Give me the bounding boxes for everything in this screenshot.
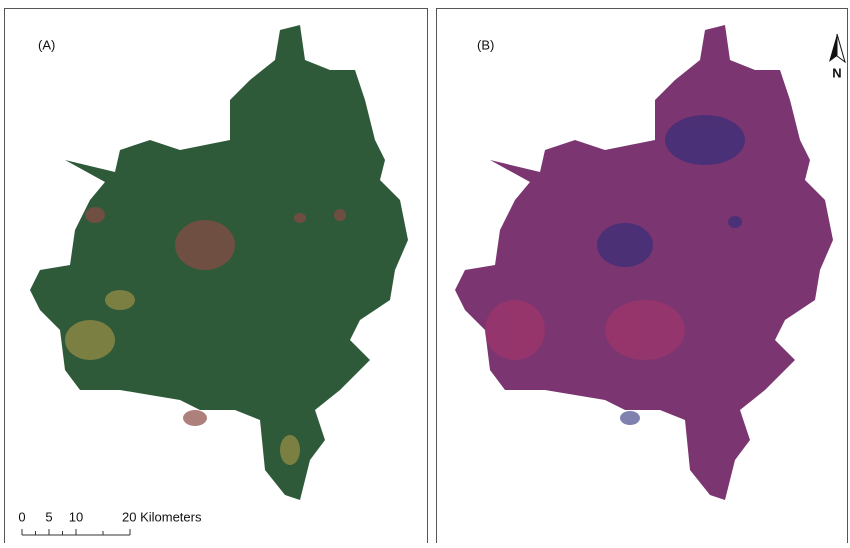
panel-label: (B) bbox=[477, 37, 494, 52]
north-label: N bbox=[832, 65, 841, 80]
figure: (A) (B) N 0 5 10 20 Kilometers bbox=[0, 0, 850, 543]
scale-label: 20 Kilometers bbox=[122, 509, 202, 524]
panel-label: (A) bbox=[38, 37, 55, 52]
scale-label: 0 bbox=[18, 509, 25, 524]
scale-label: 10 bbox=[69, 509, 83, 524]
scale-label: 5 bbox=[45, 509, 52, 524]
